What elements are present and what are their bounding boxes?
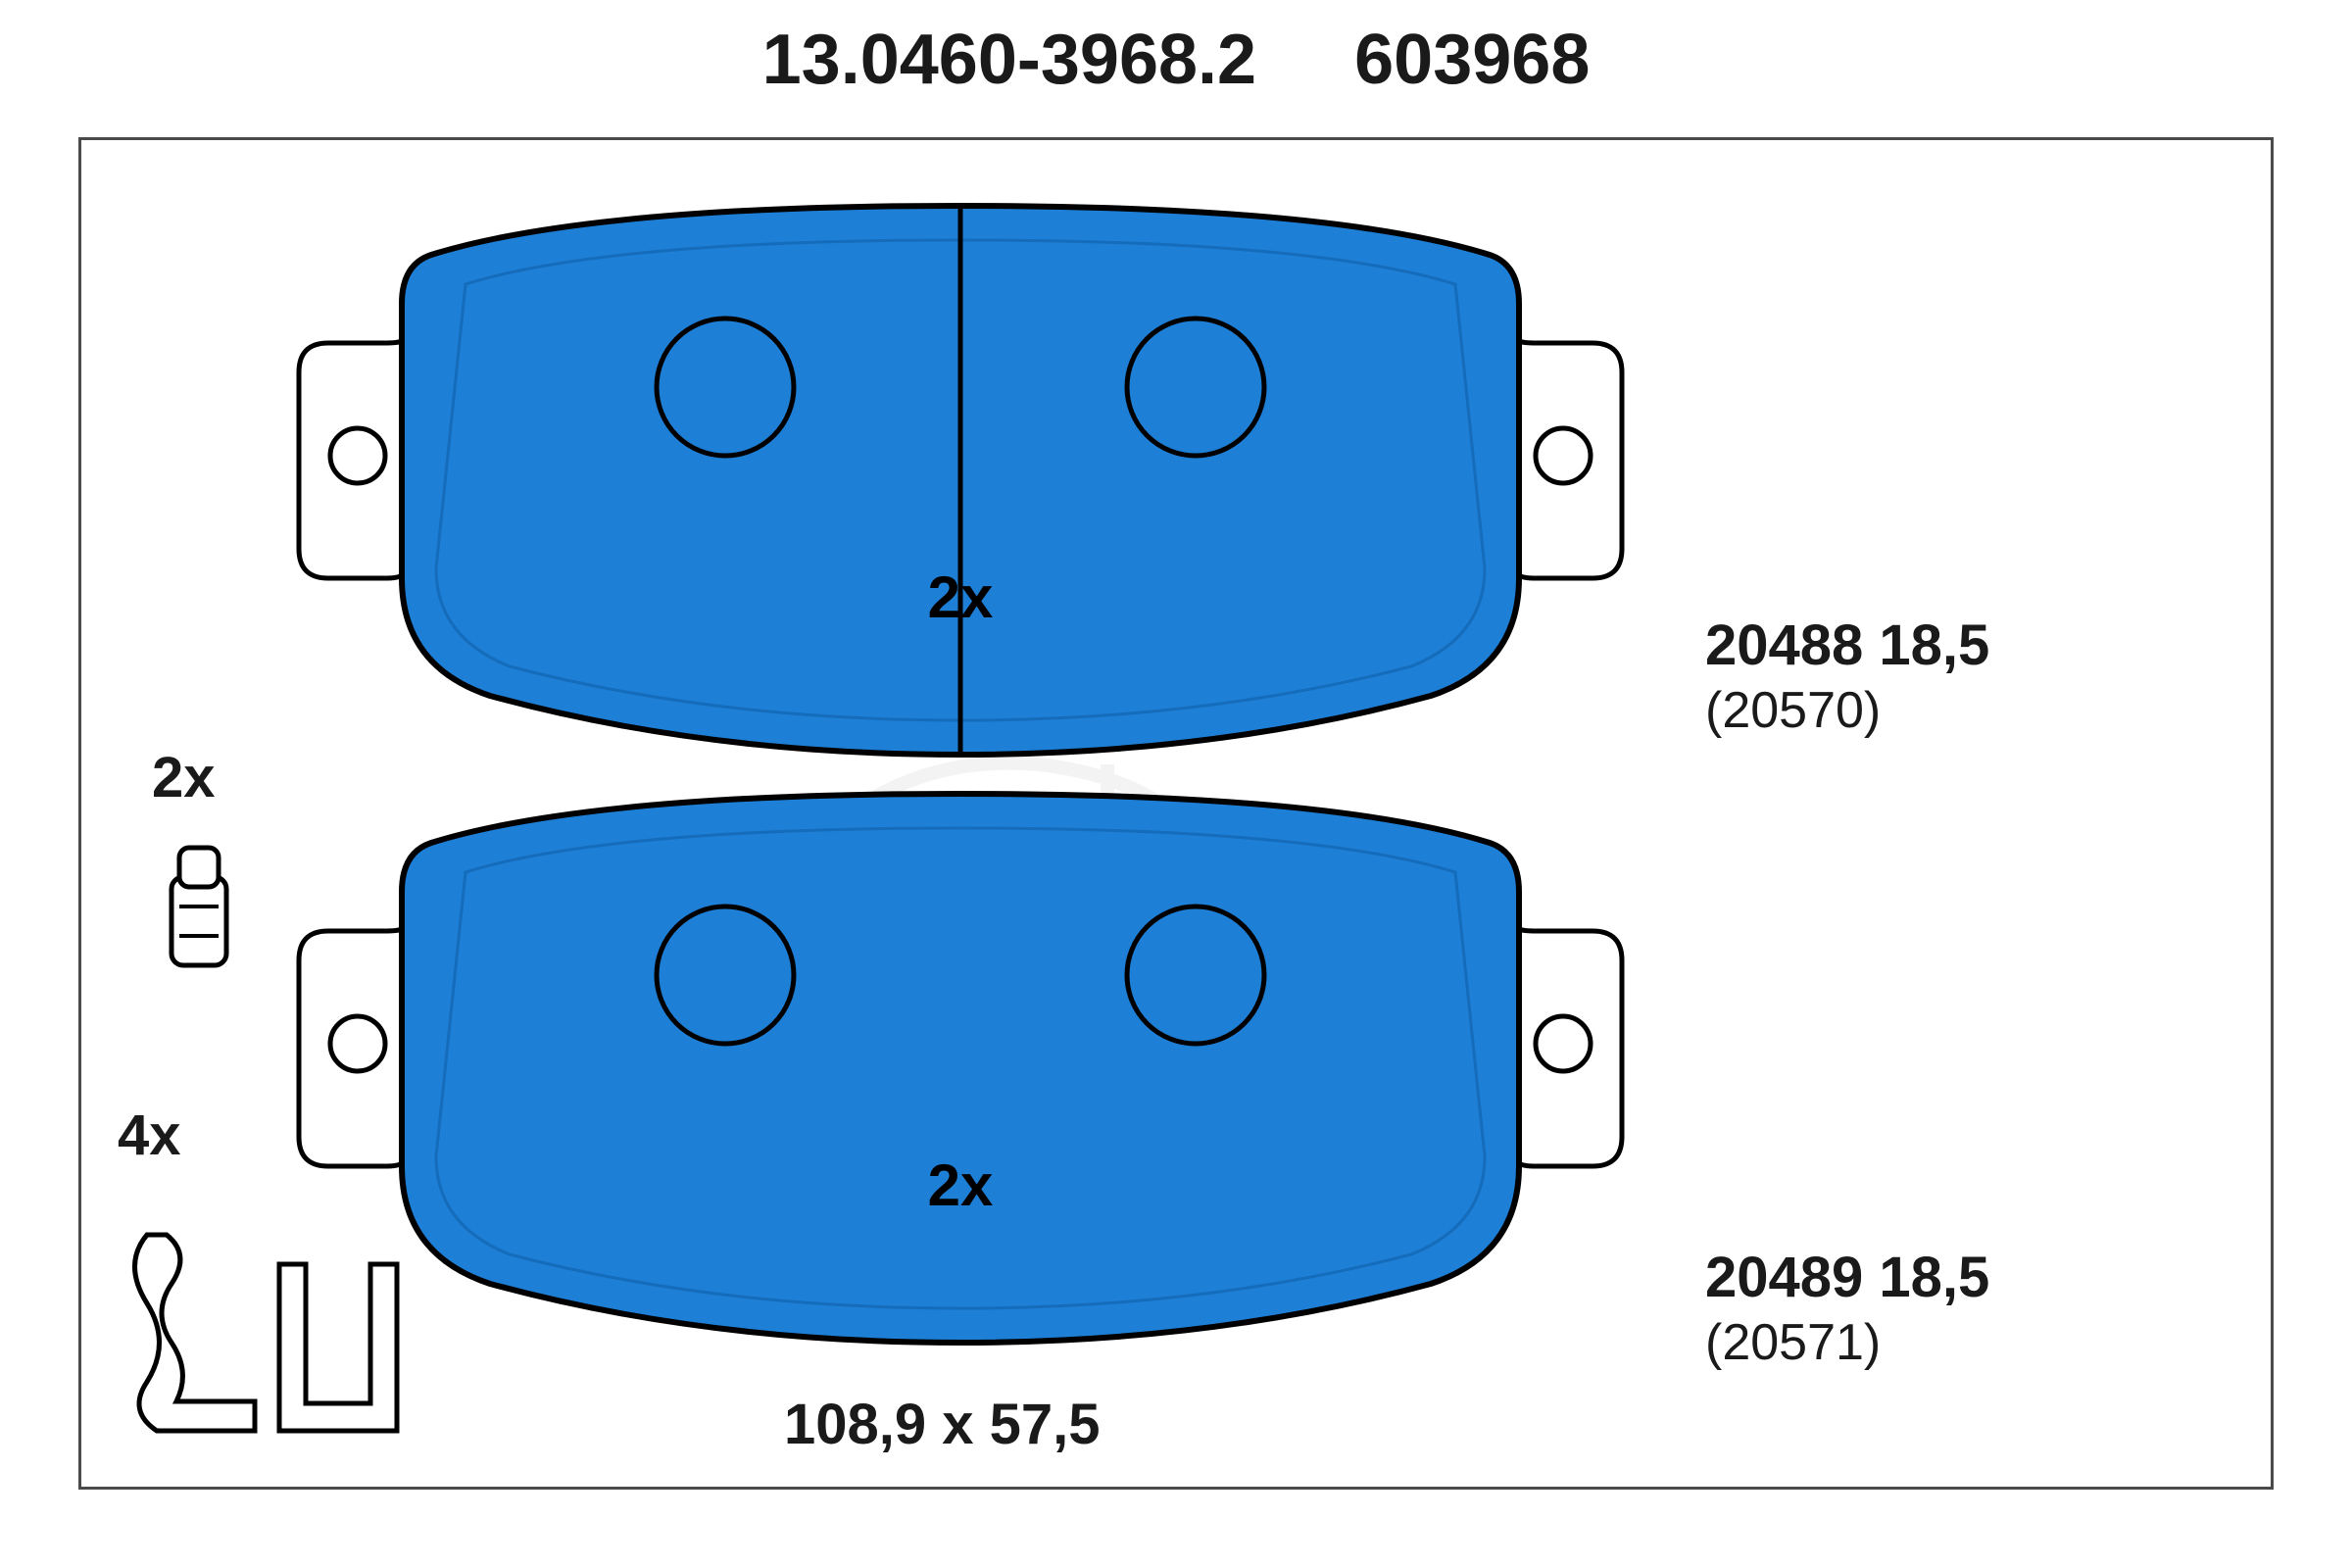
accessory-pin	[172, 848, 226, 965]
pad-top-ref: 20488 18,5	[1705, 612, 1989, 678]
pad-top-qty: 2x	[928, 564, 994, 630]
part-number-secondary: 603968	[1354, 21, 1590, 99]
header: 13.0460-3968.2 603968	[0, 20, 2352, 100]
dimensions-label: 108,9 x 57,5	[784, 1392, 1101, 1457]
pad-top-ref-paren: (20570)	[1705, 681, 1881, 740]
pad-bottom-ref-paren: (20571)	[1705, 1313, 1881, 1372]
accessory-pin-qty: 2x	[152, 745, 216, 810]
pad-bottom-ref: 20489 18,5	[1705, 1245, 1989, 1310]
accessory-clip-qty: 4x	[118, 1102, 181, 1168]
part-number-primary: 13.0460-3968.2	[762, 21, 1256, 99]
pad-bottom-qty: 2x	[928, 1152, 994, 1218]
accessory-clips	[135, 1235, 398, 1431]
brake-pad-top: 2x	[299, 206, 1622, 755]
brake-pad-bottom: 2x	[299, 794, 1622, 1343]
